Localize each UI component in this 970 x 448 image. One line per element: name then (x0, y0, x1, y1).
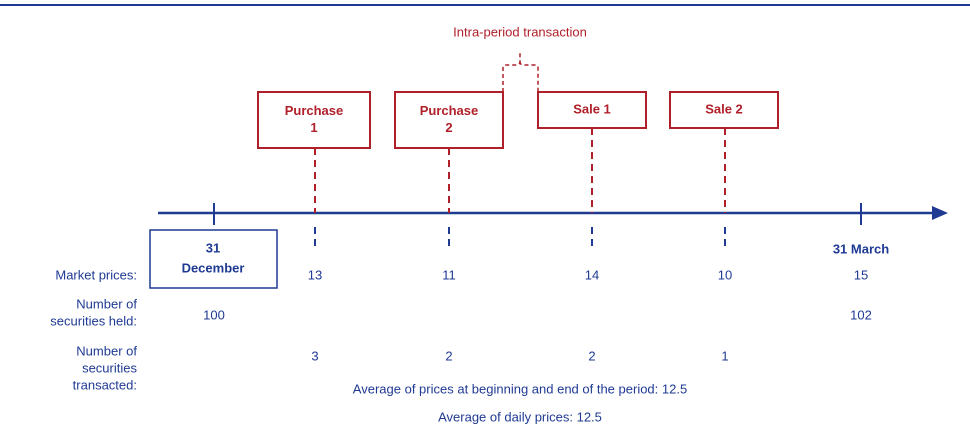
transaction-box (669, 91, 779, 129)
row-label: securities held: (50, 313, 137, 328)
row-label: Number of (76, 343, 137, 358)
securities-transacted: 3 (311, 348, 318, 363)
note: Average of prices at beginning and end o… (353, 381, 687, 396)
start-date: December (182, 260, 245, 275)
securities-held: 102 (850, 307, 872, 322)
intra-period-bracket (502, 52, 539, 92)
timeline-arrow (932, 206, 948, 220)
row-label: Market prices: (55, 267, 137, 282)
start-date-box (149, 229, 278, 289)
securities-held: 100 (203, 307, 225, 322)
transaction-label: Purchase (285, 103, 344, 118)
market-price: 14 (585, 267, 599, 282)
transaction-label: Sale 2 (705, 101, 743, 116)
market-price: 13 (308, 267, 322, 282)
transaction-box (257, 91, 371, 149)
transaction-label: Purchase (420, 103, 479, 118)
start-date: 31 (206, 240, 220, 255)
transaction-label: Sale 1 (573, 101, 611, 116)
note: Average of daily prices: 12.5 (438, 409, 602, 424)
row-label: securities (82, 360, 137, 375)
row-label: transacted: (73, 377, 137, 392)
securities-transacted: 1 (721, 348, 728, 363)
transaction-label: 2 (445, 120, 452, 135)
transaction-box (394, 91, 504, 149)
market-price: 15 (854, 267, 868, 282)
market-price: 10 (718, 267, 732, 282)
securities-transacted: 2 (445, 348, 452, 363)
row-label: Number of (76, 296, 137, 311)
end-date: 31 March (833, 241, 889, 256)
transaction-label: 1 (310, 120, 317, 135)
annotation: Intra-period transaction (453, 24, 587, 39)
securities-transacted: 2 (588, 348, 595, 363)
market-price: 11 (442, 267, 456, 282)
